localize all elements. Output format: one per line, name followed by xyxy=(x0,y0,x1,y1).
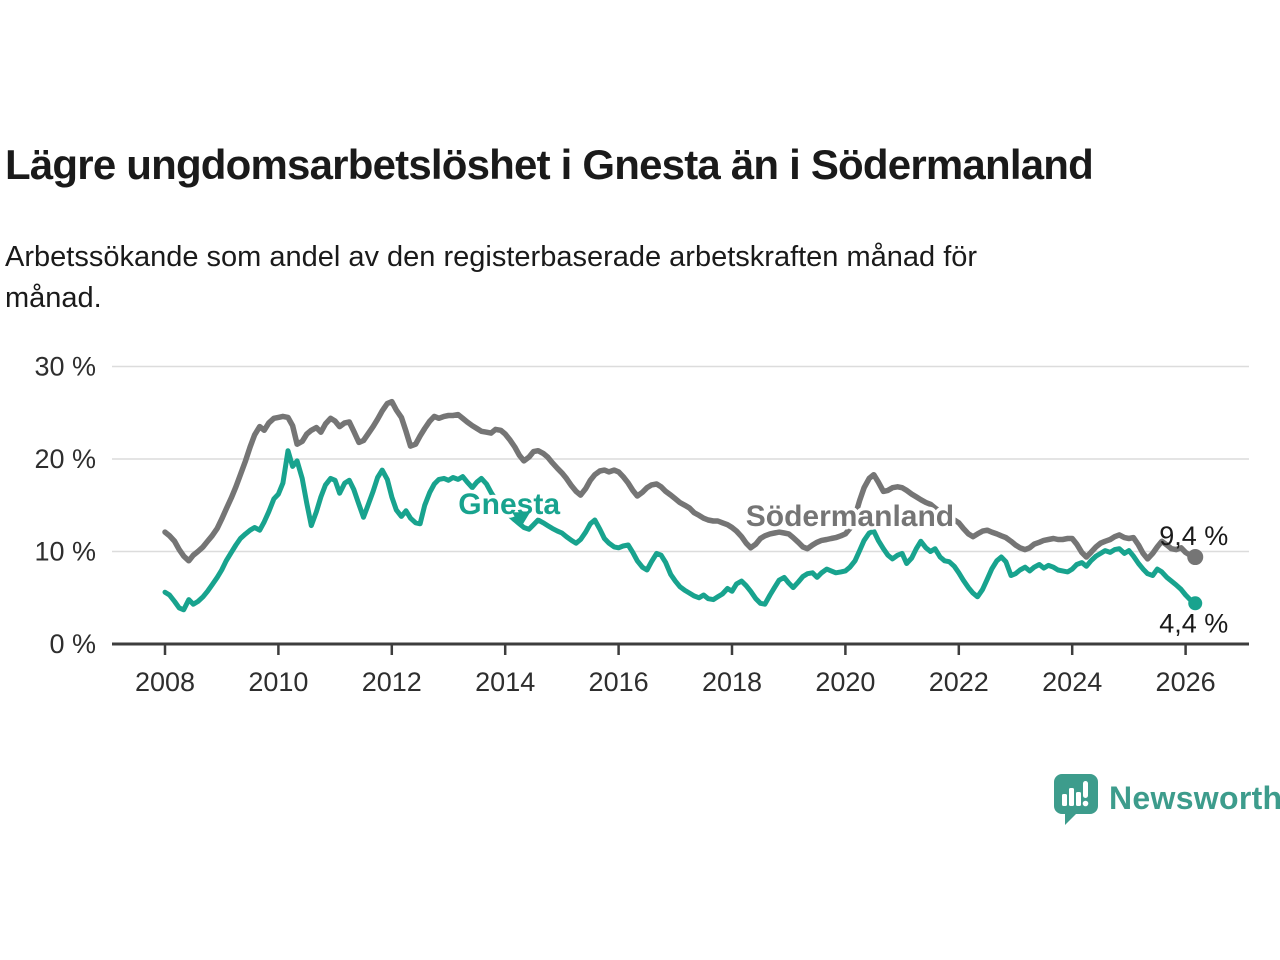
end-point-dot-sdermanland xyxy=(1187,549,1204,566)
end-value-label-gnesta: 4,4 % xyxy=(1159,608,1228,638)
y-axis-tick-label: 10 % xyxy=(34,537,96,567)
x-axis-tick-label: 2024 xyxy=(1042,667,1102,697)
newsworthy-brand: Newsworthy xyxy=(1050,770,1280,826)
y-axis-tick-label: 20 % xyxy=(34,444,96,474)
x-axis-tick-label: 2022 xyxy=(929,667,989,697)
x-axis-tick-label: 2010 xyxy=(248,667,308,697)
x-axis-tick-label: 2020 xyxy=(815,667,875,697)
x-axis-tick-label: 2008 xyxy=(135,667,195,697)
page-title: Lägre ungdomsarbetslöshet i Gnesta än i … xyxy=(5,141,1094,188)
series-line-sdermanland xyxy=(162,398,1198,564)
exclamation-dot xyxy=(1082,800,1089,807)
page-subtitle-line2: månad. xyxy=(5,282,102,315)
speech-bubble-bar-chart-icon xyxy=(1054,774,1098,825)
bar-1 xyxy=(1062,794,1067,806)
end-point-dot-gnesta xyxy=(1188,596,1203,611)
end-value-label-sdermanland: 9,4 % xyxy=(1159,521,1228,551)
exclamation-bar xyxy=(1083,781,1088,798)
y-axis-tick-label: 30 % xyxy=(34,352,96,382)
series-label-sodermanland: Södermanland xyxy=(746,500,954,533)
series-line-gnesta xyxy=(162,448,1198,613)
brand-name: Newsworthy xyxy=(1109,779,1280,816)
triangle-down-icon xyxy=(512,512,531,528)
x-axis-tick-label: 2012 xyxy=(362,667,422,697)
bar-2 xyxy=(1069,788,1074,806)
x-axis-tick-label: 2018 xyxy=(702,667,762,697)
x-axis-tick-label: 2016 xyxy=(589,667,649,697)
x-axis-tick-label: 2026 xyxy=(1156,667,1216,697)
page-subtitle-line1: Arbetssökande som andel av den registerb… xyxy=(5,241,978,273)
x-axis-tick-label: 2014 xyxy=(475,667,535,697)
bar-3 xyxy=(1076,792,1081,806)
series-label-gnesta: Gnesta xyxy=(458,488,560,521)
y-axis-tick-label: 0 % xyxy=(49,629,96,659)
page-subtitle: Arbetssökande som andel av den registerb… xyxy=(5,237,1185,319)
